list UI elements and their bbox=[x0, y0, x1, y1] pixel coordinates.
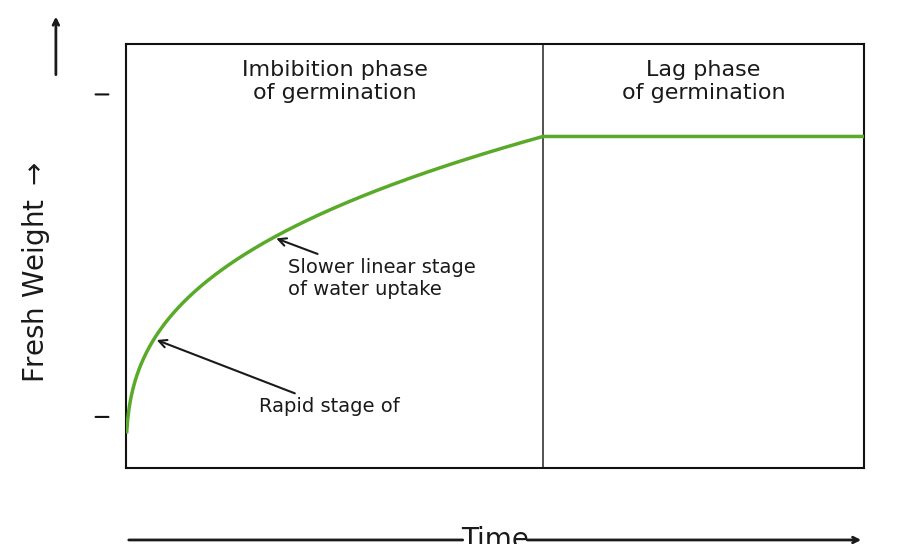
Text: Rapid stage of: Rapid stage of bbox=[158, 340, 400, 416]
Text: Slower linear stage
of water uptake: Slower linear stage of water uptake bbox=[278, 238, 476, 299]
Text: Time: Time bbox=[461, 526, 529, 544]
Text: Fresh Weight $\rightarrow$: Fresh Weight $\rightarrow$ bbox=[20, 161, 52, 383]
Text: Lag phase
of germination: Lag phase of germination bbox=[622, 60, 786, 103]
Text: Imbibition phase
of germination: Imbibition phase of germination bbox=[241, 60, 428, 103]
